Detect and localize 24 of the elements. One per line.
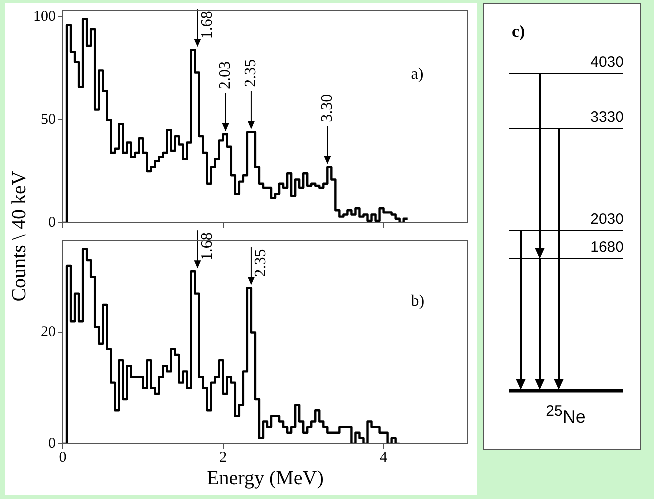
annotation: b) xyxy=(411,293,425,310)
x-tick-label: 0 xyxy=(59,450,67,466)
text: c) xyxy=(512,22,526,42)
annotation: 2.03 xyxy=(217,61,234,90)
text: 4030 xyxy=(590,54,624,71)
annotation: a) xyxy=(411,66,424,83)
x-axis-title: Energy (MeV) xyxy=(207,467,324,490)
annotation: 1.68 xyxy=(198,11,216,40)
annotation: 2.35 xyxy=(242,59,260,88)
text: 1680 xyxy=(590,239,624,256)
annotation: 1.68 xyxy=(198,232,216,261)
x-tick-label: 2 xyxy=(220,450,228,466)
text: 2030 xyxy=(590,211,624,228)
text: $^{25}$Ne xyxy=(545,403,587,428)
text: 3330 xyxy=(590,109,624,126)
y-tick-label: 20 xyxy=(41,324,56,341)
y-tick-label: 50 xyxy=(41,112,56,128)
y-tick-label: 0 xyxy=(48,214,56,231)
y-tick-label: 100 xyxy=(34,9,56,26)
annotation: 2.35 xyxy=(252,249,270,278)
x-tick-label: 4 xyxy=(380,450,388,466)
y-axis-title: Counts \ 40 keV xyxy=(8,170,32,304)
y-tick-label: 0 xyxy=(48,436,56,452)
annotation: 3.30 xyxy=(318,94,336,122)
